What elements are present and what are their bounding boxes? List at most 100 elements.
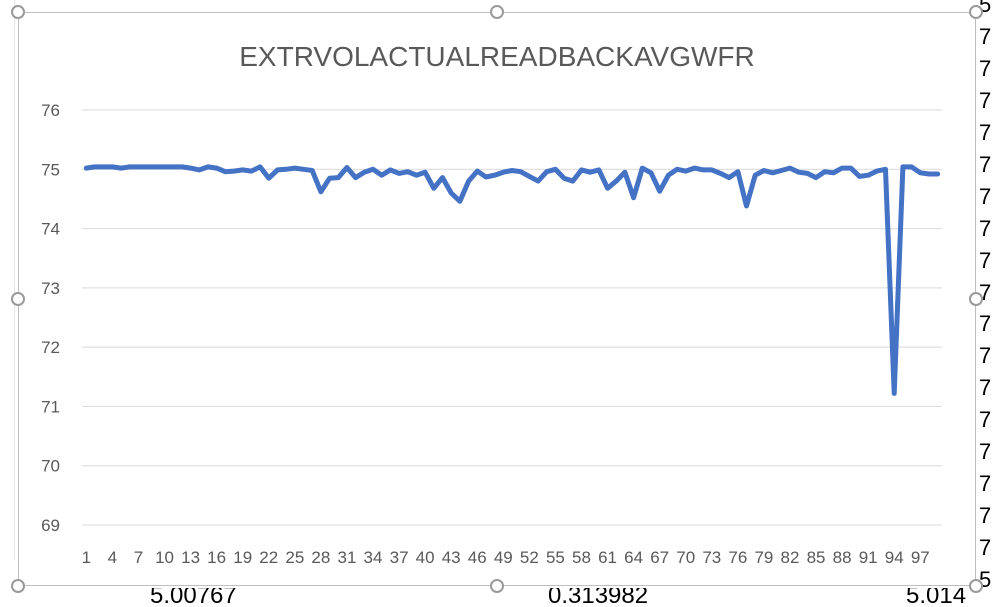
data-point[interactable] bbox=[536, 179, 541, 184]
data-point[interactable] bbox=[527, 174, 532, 179]
data-point[interactable] bbox=[362, 170, 367, 175]
data-point[interactable] bbox=[119, 166, 124, 171]
data-point[interactable] bbox=[249, 169, 254, 174]
data-point[interactable] bbox=[579, 167, 584, 172]
data-point[interactable] bbox=[709, 167, 714, 172]
data-point[interactable] bbox=[831, 170, 836, 175]
data-point[interactable] bbox=[327, 176, 332, 181]
data-point[interactable] bbox=[275, 167, 280, 172]
data-point[interactable] bbox=[127, 164, 132, 169]
data-point[interactable] bbox=[232, 169, 236, 174]
data-point[interactable] bbox=[562, 176, 567, 181]
data-point[interactable] bbox=[214, 166, 219, 171]
data-point[interactable] bbox=[110, 164, 115, 169]
data-point[interactable] bbox=[240, 167, 245, 172]
data-point[interactable] bbox=[640, 166, 645, 171]
data-point[interactable] bbox=[379, 173, 384, 178]
series-line[interactable] bbox=[83, 164, 941, 396]
data-point[interactable] bbox=[675, 167, 680, 172]
data-point[interactable] bbox=[101, 164, 106, 169]
sheet-cell-value[interactable]: 0.313982 bbox=[548, 588, 649, 607]
data-point[interactable] bbox=[822, 169, 827, 174]
data-point[interactable] bbox=[622, 170, 627, 175]
data-point[interactable] bbox=[284, 167, 289, 172]
data-point[interactable] bbox=[292, 166, 297, 171]
data-point[interactable] bbox=[223, 169, 228, 174]
data-point[interactable] bbox=[814, 175, 818, 180]
data-point[interactable] bbox=[475, 169, 480, 174]
data-point[interactable] bbox=[501, 170, 506, 175]
data-point[interactable] bbox=[440, 175, 445, 180]
data-point[interactable] bbox=[570, 179, 575, 184]
data-point[interactable] bbox=[405, 169, 410, 174]
data-point[interactable] bbox=[770, 170, 775, 175]
data-point[interactable] bbox=[206, 164, 210, 169]
data-point[interactable] bbox=[840, 166, 845, 171]
data-point[interactable] bbox=[701, 167, 706, 172]
sheet-cell-value[interactable]: 5.00767 bbox=[150, 588, 237, 607]
data-point[interactable] bbox=[614, 179, 619, 184]
data-point[interactable] bbox=[788, 166, 792, 171]
data-point[interactable] bbox=[188, 166, 193, 171]
data-point[interactable] bbox=[692, 166, 697, 171]
data-point[interactable] bbox=[918, 170, 923, 175]
data-point[interactable] bbox=[136, 164, 141, 169]
data-point[interactable] bbox=[431, 186, 436, 191]
resize-handle-top-left[interactable] bbox=[11, 5, 25, 19]
data-point[interactable] bbox=[735, 169, 740, 174]
data-point[interactable] bbox=[93, 164, 97, 169]
data-point[interactable] bbox=[449, 191, 454, 195]
data-point[interactable] bbox=[162, 164, 167, 169]
data-point[interactable] bbox=[171, 164, 176, 169]
resize-handle-top-right[interactable] bbox=[969, 5, 983, 19]
data-point[interactable] bbox=[753, 173, 758, 178]
data-point[interactable] bbox=[483, 175, 488, 179]
resize-handle-top-center[interactable] bbox=[490, 5, 504, 19]
resize-handle-bottom-center[interactable] bbox=[490, 579, 504, 593]
resize-handle-bottom-left[interactable] bbox=[11, 579, 25, 593]
data-point[interactable] bbox=[796, 170, 801, 175]
data-point[interactable] bbox=[631, 195, 636, 200]
data-point[interactable] bbox=[510, 168, 514, 173]
data-point[interactable] bbox=[874, 169, 879, 174]
data-point[interactable] bbox=[909, 164, 914, 169]
data-point[interactable] bbox=[518, 169, 523, 174]
data-point[interactable] bbox=[197, 167, 202, 172]
data-point[interactable] bbox=[857, 174, 862, 179]
data-point[interactable] bbox=[605, 186, 610, 191]
data-point[interactable] bbox=[900, 164, 905, 169]
data-point[interactable] bbox=[718, 171, 723, 176]
data-point[interactable] bbox=[657, 189, 662, 194]
data-point[interactable] bbox=[649, 170, 653, 175]
data-point[interactable] bbox=[744, 204, 749, 208]
data-point[interactable] bbox=[805, 171, 810, 176]
data-point[interactable] bbox=[397, 171, 402, 176]
data-point[interactable] bbox=[388, 167, 393, 172]
data-point[interactable] bbox=[318, 189, 323, 194]
data-point[interactable] bbox=[153, 164, 158, 169]
data-point[interactable] bbox=[179, 164, 184, 169]
data-point[interactable] bbox=[266, 176, 271, 181]
resize-handle-middle-right[interactable] bbox=[969, 292, 983, 306]
data-point[interactable] bbox=[414, 173, 419, 178]
data-point[interactable] bbox=[761, 168, 766, 173]
data-point[interactable] bbox=[927, 172, 931, 176]
sheet-cell-value[interactable]: 5.014 bbox=[906, 588, 967, 607]
data-point[interactable] bbox=[353, 175, 358, 180]
data-point[interactable] bbox=[544, 169, 549, 174]
data-point[interactable] bbox=[301, 167, 306, 172]
data-point[interactable] bbox=[371, 167, 375, 172]
data-point[interactable] bbox=[492, 173, 497, 178]
chart-object[interactable] bbox=[18, 12, 976, 586]
data-point[interactable] bbox=[145, 164, 150, 169]
resize-handle-bottom-right[interactable] bbox=[969, 579, 983, 593]
data-point[interactable] bbox=[892, 391, 897, 396]
data-point[interactable] bbox=[344, 165, 349, 170]
data-point[interactable] bbox=[310, 168, 315, 173]
data-point[interactable] bbox=[423, 170, 428, 175]
data-point[interactable] bbox=[935, 172, 940, 176]
data-point[interactable] bbox=[457, 199, 462, 204]
data-point[interactable] bbox=[727, 175, 732, 180]
data-point[interactable] bbox=[596, 167, 601, 172]
data-point[interactable] bbox=[848, 166, 853, 171]
